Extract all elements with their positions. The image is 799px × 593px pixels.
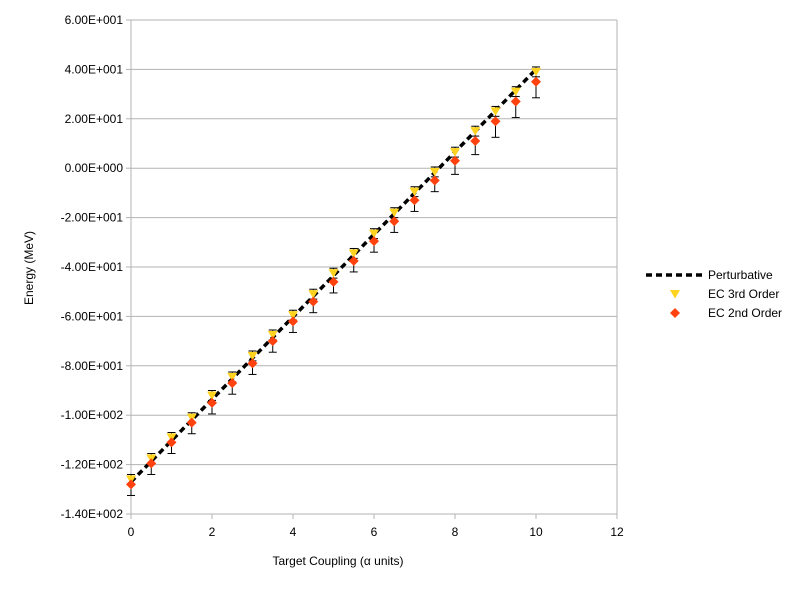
ec-3rd-order-point [389,208,400,218]
legend-label: EC 2nd Order [708,306,782,320]
ec-2nd-order-point [166,437,177,448]
ec-3rd-order-point [510,87,521,97]
ec-2nd-order-point [186,417,197,428]
ec-2nd-order-point [247,358,258,369]
ec-3rd-order-point [328,269,339,278]
y-tick-label: -6.00E+001 [61,309,124,323]
ec-2nd-order-point [369,236,379,247]
ec-2nd-order-point [288,316,298,327]
ec-2nd-order-point [510,96,521,107]
ec-3rd-order-point [429,167,440,177]
ec-3rd-order-point [207,391,217,400]
ec-2nd-order-point [450,155,460,166]
ec-2nd-order-point [389,216,400,227]
ec-3rd-order-point [450,148,460,157]
ec-3rd-order-point [348,249,359,258]
x-tick-label: 4 [290,525,297,539]
legend-label: Perturbative [708,268,773,282]
y-axis-title: Energy (MeV) [22,231,36,305]
legend-label: EC 3rd Order [708,287,779,301]
ec-3rd-order-point [308,290,319,299]
legend: Perturbative EC 3rd Order EC 2nd Order [646,268,782,320]
y-tick-label: 6.00E+001 [65,13,124,27]
legend-symbol-ec-2nd-order [670,308,680,318]
ec-2nd-order-point [429,175,440,186]
y-tick-label: -4.00E+001 [61,260,124,274]
ec-2nd-order-point [328,276,339,287]
legend-symbol-ec-3rd-order [670,290,680,299]
x-axis-title: Target Coupling (α units) [273,554,404,568]
ec-3rd-order-point [470,127,481,136]
y-tick-label: -1.40E+002 [61,507,124,521]
ec-2nd-order-point [531,76,541,87]
ec-2nd-order-point [207,397,217,408]
ec-3rd-order-point [369,229,379,239]
ec-2nd-order-point [490,116,501,127]
ec-3rd-order-point [490,107,501,116]
y-tick-label: -8.00E+001 [61,359,124,373]
ec-3rd-order-point [227,372,238,382]
y-tick-label: 4.00E+001 [65,62,124,76]
x-tick-label: 6 [371,525,378,539]
ec-2nd-order-point [267,336,278,347]
x-tick-label: 12 [610,525,624,539]
ec-2nd-order-point [227,378,238,389]
x-tick-label: 0 [128,525,135,539]
axes-layer: 6.00E+001 4.00E+001 2.00E+001 0.00E+000 -2.0… [61,13,624,539]
y-tick-label: -1.00E+002 [61,408,124,422]
ec-2nd-order-point [470,136,481,147]
y-tick-label: 2.00E+001 [65,112,124,126]
ec-2nd-order-point [146,458,157,469]
perturbative-line [129,68,538,484]
y-tick-label: -2.00E+001 [61,211,124,225]
x-tick-label: 10 [529,525,543,539]
series-layer [126,66,541,496]
ec-3rd-order-point [288,311,298,320]
ec-2nd-order-point [409,195,420,206]
ec-3rd-order-point [247,351,258,361]
ec-2nd-order-point [308,296,319,307]
ec-3rd-order-point [531,67,541,77]
ec-3rd-order-point [267,330,278,340]
ec-3rd-order-point [409,187,420,197]
ec-2nd-order-point [126,479,136,490]
y-tick-label: 0.00E+000 [65,161,124,175]
x-tick-label: 8 [452,525,459,539]
y-tick-label: -1.20E+002 [61,458,124,472]
ec-2nd-order-point [348,255,359,266]
x-tick-label: 2 [209,525,216,539]
